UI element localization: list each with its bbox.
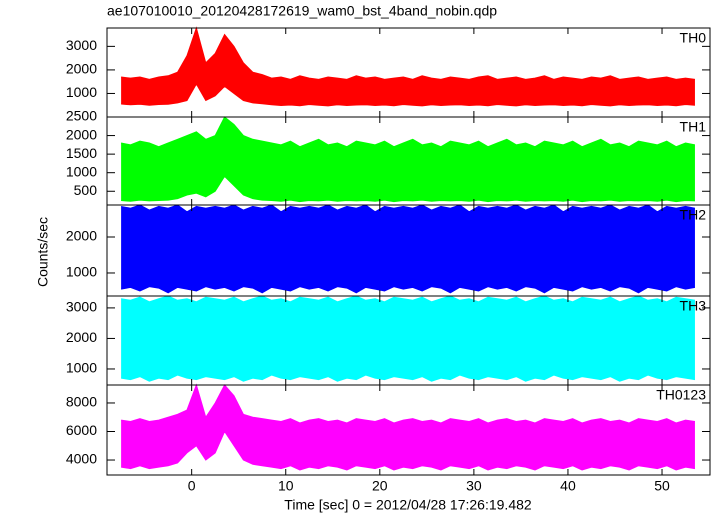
band-edge — [121, 286, 696, 294]
y-axis-label: Counts/sec — [35, 217, 51, 287]
y-tick-label: 2000 — [66, 126, 97, 142]
x-tick-label: 40 — [560, 478, 576, 494]
y-tick-label: 1000 — [66, 163, 97, 179]
y-tick-label: 2000 — [66, 61, 97, 77]
band-edge — [121, 116, 696, 148]
y-tick-label: 500 — [74, 182, 98, 198]
band-edge — [121, 383, 696, 424]
x-tick-label: 0 — [188, 478, 196, 494]
y-tick-label: 2000 — [66, 329, 97, 345]
x-tick-label: 50 — [654, 478, 670, 494]
y-tick-label: 6000 — [66, 422, 97, 438]
panel-label: TH0123 — [656, 387, 706, 403]
band-fill — [121, 117, 695, 202]
band-fill — [121, 296, 695, 382]
y-tick-label: 2000 — [66, 228, 97, 244]
panel-label: TH3 — [680, 298, 707, 314]
band-edge — [121, 430, 696, 471]
band-edge — [121, 26, 696, 80]
x-axis-label: Time [sec] 0 = 2012/04/28 17:26:19.482 — [284, 497, 532, 513]
panel-frame — [106, 384, 711, 476]
y-tick-label: 1500 — [66, 145, 97, 161]
band-fill — [121, 28, 695, 106]
band-fill — [121, 385, 695, 471]
band-edge — [121, 204, 696, 213]
panel-label: TH0 — [680, 30, 707, 46]
panel-label: TH2 — [680, 207, 707, 223]
x-tick-label: 30 — [466, 478, 482, 494]
band-edge — [121, 83, 695, 107]
x-tick-label: 20 — [372, 478, 388, 494]
y-tick-label: 3000 — [66, 37, 97, 53]
y-tick-label: 2500 — [66, 108, 97, 124]
band-edge — [121, 374, 696, 382]
y-tick-label: 1000 — [66, 360, 97, 376]
y-tick-label: 1000 — [66, 84, 97, 100]
y-tick-label: 8000 — [66, 394, 97, 410]
band-fill — [121, 205, 695, 293]
band-edge — [121, 175, 695, 203]
x-tick-label: 10 — [278, 478, 294, 494]
panel-label: TH1 — [680, 119, 707, 135]
y-tick-label: 1000 — [66, 264, 97, 280]
y-tick-label: 3000 — [66, 299, 97, 315]
chart-title: ae107010010_20120428172619_wam0_bst_4ban… — [107, 3, 497, 19]
band-edge — [121, 295, 696, 303]
y-tick-label: 4000 — [66, 451, 97, 467]
